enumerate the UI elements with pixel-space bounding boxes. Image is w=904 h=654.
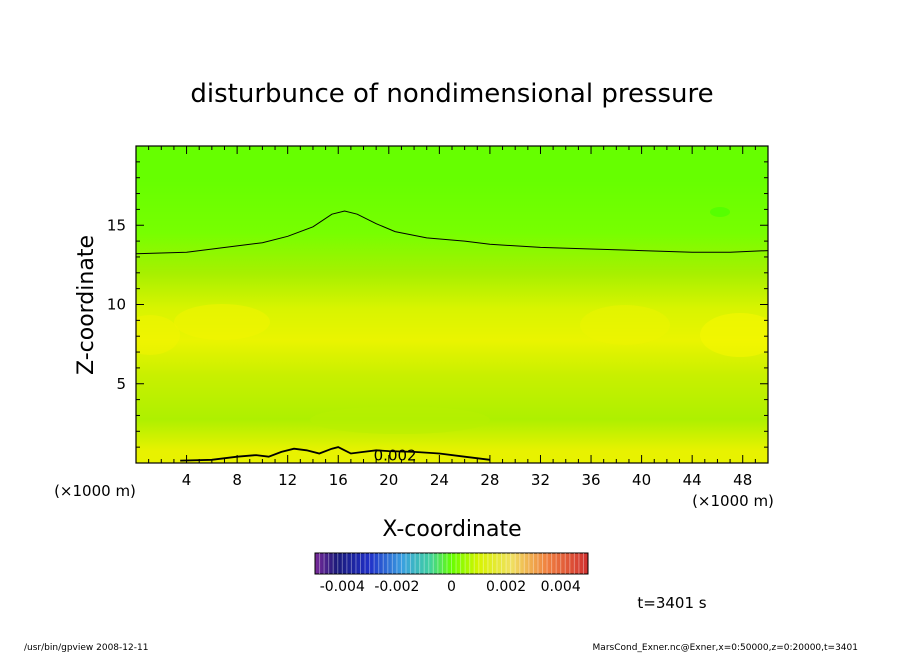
- y-tick-label: 10: [107, 296, 126, 314]
- y-tick-label: 15: [107, 216, 126, 234]
- x-tick-label: 8: [232, 471, 242, 489]
- time-label: t=3401 s: [637, 594, 706, 612]
- chart-title: disturbunce of nondimensional pressure: [190, 79, 713, 109]
- field-texture: [136, 207, 768, 434]
- footer-right: MarsCond_Exner.nc@Exner,x=0:50000,z=0:20…: [593, 643, 858, 653]
- x-axis-unit-left: (×1000 m): [54, 482, 136, 500]
- x-tick-label: 12: [278, 471, 297, 489]
- colorbar: [314, 552, 589, 575]
- contour-line: [136, 210, 768, 255]
- x-tick-label: 4: [182, 471, 192, 489]
- contour-label: 0.002: [374, 447, 417, 465]
- y-axis: 5 10 15: [107, 161, 768, 448]
- colorbar-stripes: [319, 553, 584, 574]
- colorbar-tick-label: 0: [447, 579, 456, 595]
- x-axis-label: X-coordinate: [382, 517, 521, 542]
- y-axis-label: Z-coordinate: [74, 235, 99, 375]
- x-tick-label: 36: [581, 471, 600, 489]
- x-axis-unit-right: (×1000 m): [692, 492, 774, 510]
- colorbar-tick-label: 0.002: [486, 579, 526, 595]
- x-tick-label: 24: [430, 471, 449, 489]
- contour-lines: 0.002: [136, 210, 768, 465]
- contour-line: [180, 446, 491, 462]
- colorbar-tick-label: 0.004: [541, 579, 581, 595]
- x-tick-label: 16: [329, 471, 348, 489]
- colorbar-tick-label: -0.004: [320, 579, 365, 595]
- x-tick-label: 44: [683, 471, 702, 489]
- colorbar-tick-label: -0.002: [374, 579, 419, 595]
- colorbar-labels: -0.004 -0.002 0 0.002 0.004: [320, 579, 581, 595]
- x-tick-label: 28: [480, 471, 499, 489]
- x-tick-label: 40: [632, 471, 651, 489]
- x-tick-label: 32: [531, 471, 550, 489]
- x-axis: 4 8 12 16 20 24 28 32 36 40 44 48: [148, 146, 756, 489]
- x-tick-label: 20: [379, 471, 398, 489]
- footer-left: /usr/bin/gpview 2008-12-11: [24, 643, 148, 653]
- x-tick-label: 48: [733, 471, 752, 489]
- y-tick-label: 5: [116, 375, 126, 393]
